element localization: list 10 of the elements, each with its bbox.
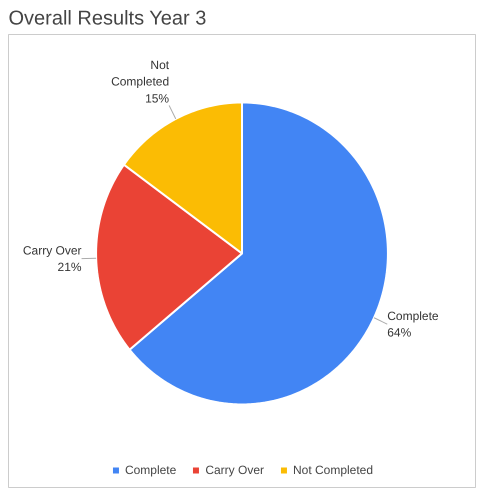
legend-label: Not Completed [292, 463, 374, 477]
slice-label: Complete [387, 308, 439, 323]
data-label: 64% [387, 326, 412, 340]
slice-label: Not Completed [111, 58, 170, 89]
data-label: 15% [145, 91, 170, 106]
legend-label: Carry Over [205, 463, 264, 477]
data-label: 21% [58, 260, 82, 274]
slice-label: Carry Over [22, 243, 82, 258]
chart-title: Overall Results Year 3 [8, 8, 206, 30]
legend-label: Complete [124, 463, 176, 477]
